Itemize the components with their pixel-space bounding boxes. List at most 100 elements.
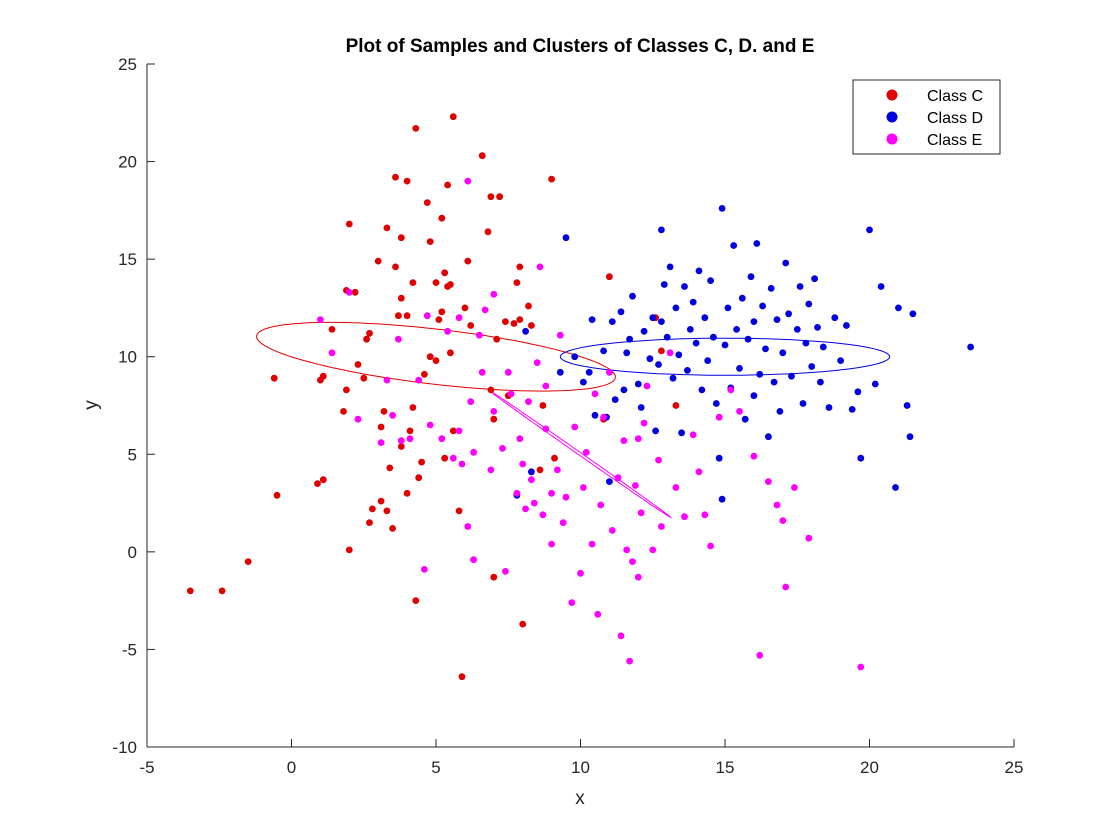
point-class-d (721, 341, 729, 349)
point-class-e (421, 566, 428, 573)
point-class-d (825, 404, 833, 411)
point-class-d (698, 386, 706, 394)
point-class-e (470, 556, 477, 564)
y-tick-label: 10 (118, 348, 137, 367)
point-class-d (796, 283, 804, 290)
point-class-c (415, 474, 423, 482)
point-class-c (435, 316, 443, 323)
point-class-d (701, 314, 709, 322)
point-class-c (386, 464, 394, 472)
point-class-c (369, 505, 376, 513)
point-class-c (438, 214, 446, 222)
point-class-e (423, 312, 431, 320)
point-class-c (432, 357, 440, 364)
point-class-c (366, 519, 373, 526)
point-class-d (707, 277, 714, 284)
point-class-e (516, 435, 524, 443)
point-class-c (493, 335, 501, 343)
legend-box (852, 79, 1001, 155)
point-class-e (458, 460, 466, 468)
point-class-e (389, 411, 396, 419)
point-class-c (510, 320, 518, 327)
point-class-e (577, 569, 584, 577)
point-class-c (340, 408, 347, 415)
point-class-e (629, 558, 636, 565)
x-tick-label: 20 (860, 758, 879, 777)
point-class-d (669, 374, 677, 382)
point-class-c (392, 263, 399, 271)
point-class-d (681, 283, 688, 290)
point-class-e (542, 425, 550, 433)
point-class-d (704, 357, 712, 364)
point-class-e (467, 398, 475, 405)
point-class-e (507, 390, 515, 398)
point-class-c (363, 335, 370, 343)
point-class-d (814, 324, 821, 331)
point-class-d (658, 226, 665, 234)
point-class-c (377, 497, 385, 505)
point-class-e (597, 501, 605, 509)
point-class-e (580, 484, 587, 491)
point-class-c (478, 152, 486, 160)
y-tick-label: 25 (118, 55, 137, 74)
point-class-d (637, 404, 645, 411)
point-class-d (652, 427, 659, 435)
point-class-e (608, 527, 616, 534)
point-class-e (464, 523, 472, 530)
point-class-d (747, 273, 755, 281)
point-class-c (449, 113, 457, 121)
point-class-e (556, 331, 564, 339)
point-class-d (611, 396, 619, 403)
point-class-c (328, 326, 336, 333)
point-class-e (582, 448, 590, 456)
y-tick-label: 0 (128, 543, 137, 562)
point-class-e (617, 632, 625, 640)
point-class-d (672, 304, 680, 312)
point-class-d (715, 454, 723, 462)
point-class-d (831, 314, 839, 322)
point-class-e (487, 466, 495, 474)
point-class-d (684, 367, 691, 374)
point-class-d (640, 327, 648, 335)
point-class-d (649, 314, 657, 322)
point-class-e (455, 427, 463, 435)
point-class-c (484, 228, 492, 236)
point-class-d (718, 205, 726, 212)
point-class-e (689, 431, 697, 439)
point-class-d (767, 285, 775, 292)
point-class-d (718, 495, 726, 503)
point-class-c (464, 257, 472, 265)
point-class-c (380, 408, 388, 415)
legend-label-class-d: Class D (927, 110, 983, 127)
point-class-e (513, 489, 521, 497)
point-class-e (383, 376, 391, 384)
point-class-e (470, 448, 477, 456)
point-class-d (779, 349, 787, 357)
x-tick-label: 0 (287, 758, 296, 777)
point-class-d (819, 343, 827, 351)
legend: Class C Class D Class E (852, 79, 1001, 155)
point-class-d (802, 339, 810, 347)
point-class-c (403, 489, 411, 497)
point-class-c (389, 525, 396, 532)
point-class-d (666, 263, 674, 271)
point-class-c (606, 273, 613, 281)
point-class-d (756, 370, 764, 378)
point-class-c (351, 288, 359, 296)
point-class-c (447, 349, 454, 357)
point-class-c (218, 587, 226, 595)
point-class-e (672, 484, 680, 491)
point-class-d (759, 302, 766, 310)
point-class-d (843, 322, 850, 329)
point-class-e (571, 423, 579, 431)
point-class-d (629, 292, 636, 300)
point-class-c (449, 427, 457, 435)
point-class-d (689, 298, 697, 306)
point-class-c (551, 454, 558, 462)
point-class-c (444, 181, 451, 189)
point-class-c (186, 587, 194, 595)
point-class-e (525, 398, 532, 405)
point-class-d (712, 400, 720, 407)
point-class-e (779, 517, 787, 524)
point-class-c (392, 173, 399, 181)
